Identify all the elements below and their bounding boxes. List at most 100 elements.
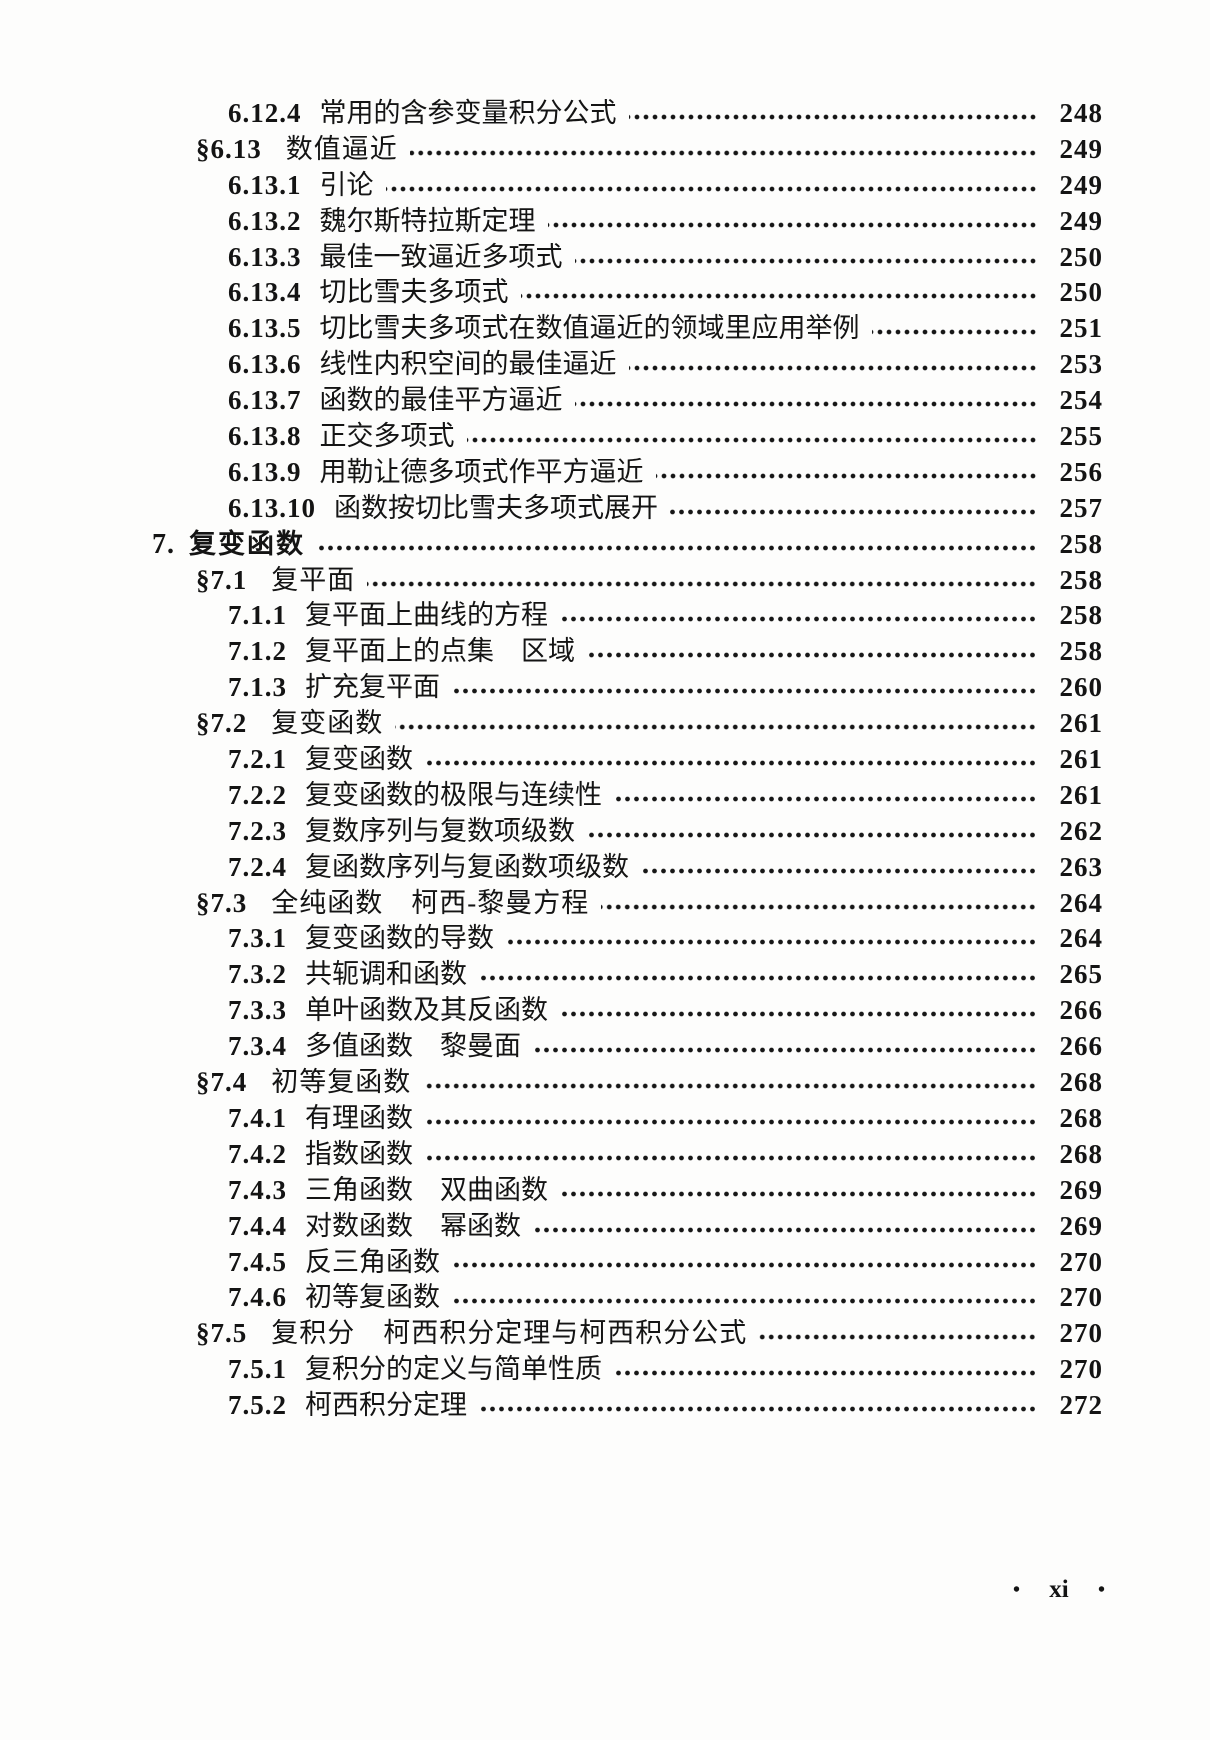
toc-entry-6.12.4: 6.12.4 常用的含参变量积分公式 248 — [0, 96, 1103, 132]
entry-title: 对数函数 幂函数 — [305, 1210, 521, 1241]
entry-number: 7.2.4 — [228, 851, 287, 882]
folio-right-dot: • — [1097, 1578, 1105, 1601]
entry-number: 7.4.3 — [228, 1174, 287, 1205]
toc-entry-6.13.4: 6.13.4 切比雪夫多项式 250 — [0, 275, 1103, 311]
entry-title: 初等复函数 — [305, 1282, 440, 1313]
entry-page: 264 — [1059, 923, 1103, 954]
entry-page: 264 — [1059, 887, 1103, 918]
entry-title: 复变函数 — [305, 744, 413, 775]
entry-title: 复函数序列与复函数项级数 — [305, 851, 629, 882]
entry-page: 272 — [1059, 1390, 1103, 1421]
entry-page: 255 — [1059, 421, 1103, 452]
dot-leader — [628, 110, 1037, 123]
entry-number: 7.4.1 — [228, 1102, 287, 1133]
dot-leader — [560, 1008, 1037, 1021]
entry-title: 三角函数 双曲函数 — [305, 1174, 548, 1205]
toc-entry-6.13.3: 6.13.3 最佳一致逼近多项式 250 — [0, 240, 1103, 276]
entry-number: 6.13.8 — [228, 421, 302, 452]
dot-leader — [479, 972, 1037, 985]
entry-page: 270 — [1059, 1282, 1103, 1313]
toc-entry-7.4.5: 7.4.5 反三角函数 270 — [0, 1245, 1103, 1281]
entry-number: §6.13 — [196, 133, 262, 164]
toc-entry-6.13.9: 6.13.9 用勒让德多项式作平方逼近 256 — [0, 455, 1103, 491]
entry-number: 7.4.5 — [228, 1246, 287, 1277]
toc-entry-7.5.2: 7.5.2 柯西积分定理 272 — [0, 1388, 1103, 1424]
entry-title: 函数按切比雪夫多项式展开 — [334, 492, 658, 523]
entry-page: 266 — [1059, 995, 1103, 1026]
toc-entry-s7.3: §7.3 全纯函数 柯西-黎曼方程 264 — [0, 886, 1103, 922]
entry-title: 用勒让德多项式作平方逼近 — [319, 456, 644, 487]
toc-entry-7.4.4: 7.4.4 对数函数 幂函数 269 — [0, 1209, 1103, 1245]
dot-leader — [317, 541, 1037, 554]
dot-leader — [425, 1115, 1037, 1128]
entry-number: 6.13.10 — [228, 492, 316, 523]
toc-entry-6.13.8: 6.13.8 正交多项式 255 — [0, 419, 1103, 455]
toc-entry-7.3.2: 7.3.2 共轭调和函数 265 — [0, 957, 1103, 993]
dot-leader — [547, 218, 1037, 231]
entry-page: 248 — [1059, 98, 1103, 128]
toc-entry-6.13.1: 6.13.1 引论 249 — [0, 168, 1103, 204]
entry-number: 7.2.3 — [228, 815, 287, 846]
entry-title: 初等复函数 — [271, 1067, 412, 1098]
entry-page: 258 — [1059, 600, 1103, 631]
dot-leader — [614, 792, 1037, 805]
entry-number: 7.3.2 — [228, 959, 287, 990]
entry-number: 7. — [152, 528, 175, 560]
entry-page: 261 — [1059, 779, 1103, 810]
entry-title: 复平面 — [271, 564, 356, 595]
toc-entry-7.5.1: 7.5.1 复积分的定义与简单性质 270 — [0, 1352, 1103, 1388]
dot-leader — [560, 613, 1037, 626]
toc-entry-s7.4: §7.4 初等复函数 268 — [0, 1065, 1103, 1101]
toc-entry-7.4.1: 7.4.1 有理函数 268 — [0, 1101, 1103, 1137]
entry-title: 线性内积空间的最佳逼近 — [319, 349, 617, 380]
entry-page: 269 — [1059, 1210, 1103, 1241]
entry-page: 249 — [1059, 169, 1103, 200]
entry-page: 253 — [1059, 349, 1103, 380]
toc-entry-6.13.6: 6.13.6 线性内积空间的最佳逼近 253 — [0, 347, 1103, 383]
entry-title: 常用的含参变量积分公式 — [319, 98, 617, 128]
entry-title: 复平面上曲线的方程 — [305, 600, 548, 631]
entry-number: 6.12.4 — [228, 98, 302, 128]
entry-number: 7.4.6 — [228, 1282, 287, 1313]
entry-title: 指数函数 — [305, 1138, 413, 1169]
toc-entry-7.2.2: 7.2.2 复变函数的极限与连续性 261 — [0, 778, 1103, 814]
entry-page: 250 — [1059, 241, 1103, 272]
entry-number: 7.3.3 — [228, 995, 287, 1026]
entry-page: 258 — [1059, 636, 1103, 667]
dot-leader — [520, 290, 1037, 303]
entry-title: 复变函数 — [271, 708, 384, 739]
dot-leader — [466, 433, 1037, 446]
dot-leader — [871, 326, 1037, 339]
entry-page: 250 — [1059, 277, 1103, 308]
entry-page: 257 — [1059, 492, 1103, 523]
entry-title: 引论 — [319, 169, 374, 200]
entry-number: 7.3.4 — [228, 1031, 287, 1062]
toc-entry-7.3.1: 7.3.1 复变函数的导数 264 — [0, 921, 1103, 957]
entry-title: 共轭调和函数 — [305, 959, 467, 990]
toc-entry-7.3.3: 7.3.3 单叶函数及其反函数 266 — [0, 993, 1103, 1029]
entry-title: 函数的最佳平方逼近 — [319, 385, 563, 416]
entry-title: 复变函数 — [189, 528, 305, 559]
toc-entry-s7.1: §7.1 复平面 258 — [0, 563, 1103, 599]
toc-entry-6.13.2: 6.13.2 魏尔斯特拉斯定理 249 — [0, 204, 1103, 240]
dot-leader — [614, 1367, 1037, 1380]
entry-title: 柯西积分定理 — [305, 1390, 467, 1421]
entry-page: 251 — [1059, 313, 1103, 344]
entry-number: 7.5.1 — [228, 1354, 287, 1385]
entry-number: 7.2.2 — [228, 779, 287, 810]
entry-number: §7.1 — [196, 564, 248, 595]
dot-leader — [574, 398, 1037, 411]
entry-title: 切比雪夫多项式 — [319, 277, 509, 308]
dot-leader — [533, 1223, 1037, 1236]
entry-title: 复变函数的导数 — [305, 923, 494, 954]
dot-leader — [601, 900, 1037, 913]
entry-page: 265 — [1059, 959, 1103, 990]
entry-page: 254 — [1059, 385, 1103, 416]
dot-leader — [395, 721, 1037, 734]
entry-number: 7.4.2 — [228, 1138, 287, 1169]
entry-title: 单叶函数及其反函数 — [305, 995, 548, 1026]
toc-entry-s7.2: §7.2 复变函数 261 — [0, 706, 1103, 742]
toc-entry-7.1.1: 7.1.1 复平面上曲线的方程 258 — [0, 598, 1103, 634]
entry-title: 复变函数的极限与连续性 — [305, 779, 602, 810]
entry-page: 268 — [1059, 1067, 1103, 1098]
